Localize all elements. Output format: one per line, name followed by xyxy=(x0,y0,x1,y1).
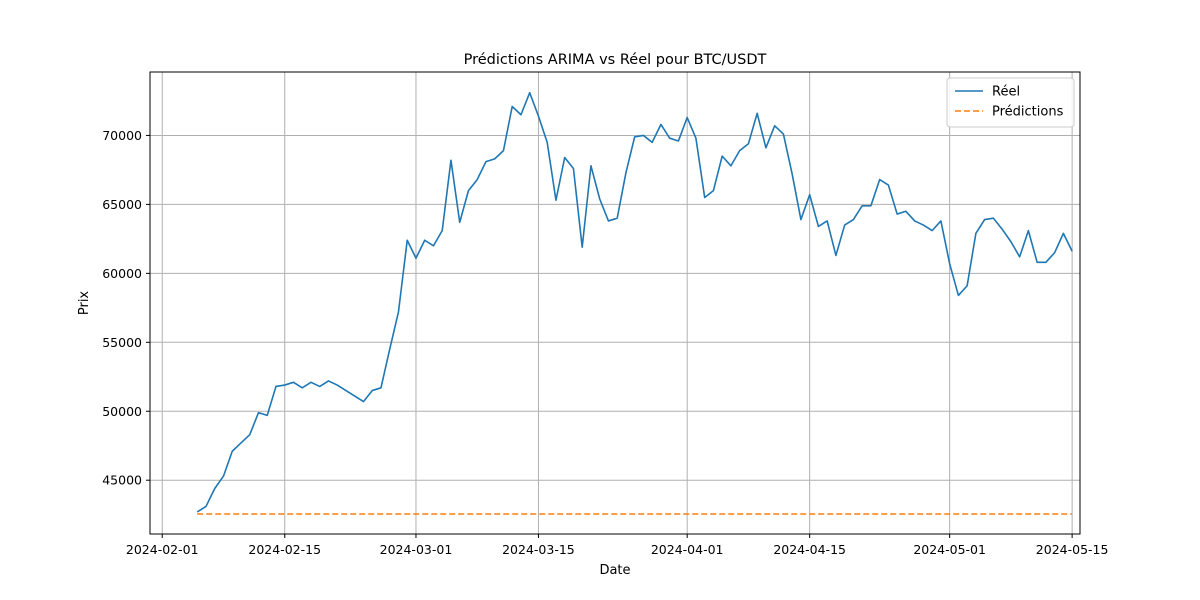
y-tick-label: 55000 xyxy=(102,335,142,350)
legend: Réel Prédictions xyxy=(946,77,1075,128)
x-tick-label: 2024-03-01 xyxy=(380,542,453,557)
y-tick-label: 70000 xyxy=(102,128,142,143)
chart-title: Prédictions ARIMA vs Réel pour BTC/USDT xyxy=(464,52,767,68)
grid xyxy=(150,72,1080,534)
series-line-reel xyxy=(196,91,1073,513)
y-tick-label: 50000 xyxy=(102,404,142,419)
x-axis-ticks: 2024-02-01 2024-02-15 2024-03-01 2024-03-15… xyxy=(126,534,1109,557)
x-tick-label: 2024-03-15 xyxy=(502,542,575,557)
y-axis-ticks: 45000 50000 55000 60000 65000 70000 xyxy=(102,128,150,488)
y-axis-label: Prix xyxy=(77,291,92,316)
y-tick-label: 65000 xyxy=(102,197,142,212)
x-tick-label: 2024-04-01 xyxy=(651,542,724,557)
x-tick-label: 2024-02-01 xyxy=(126,542,199,557)
legend-label: Réel xyxy=(992,85,1020,100)
x-tick-label: 2024-05-15 xyxy=(1036,542,1109,557)
x-tick-label: 2024-02-15 xyxy=(248,542,321,557)
y-tick-label: 45000 xyxy=(102,473,142,488)
plot-frame xyxy=(149,71,1081,535)
x-tick-label: 2024-04-15 xyxy=(773,542,846,557)
x-tick-label: 2024-05-01 xyxy=(913,542,986,557)
series-layer xyxy=(196,91,1073,515)
y-tick-label: 60000 xyxy=(102,266,142,281)
x-axis-label: Date xyxy=(599,563,630,578)
legend-label: Prédictions xyxy=(992,105,1064,120)
